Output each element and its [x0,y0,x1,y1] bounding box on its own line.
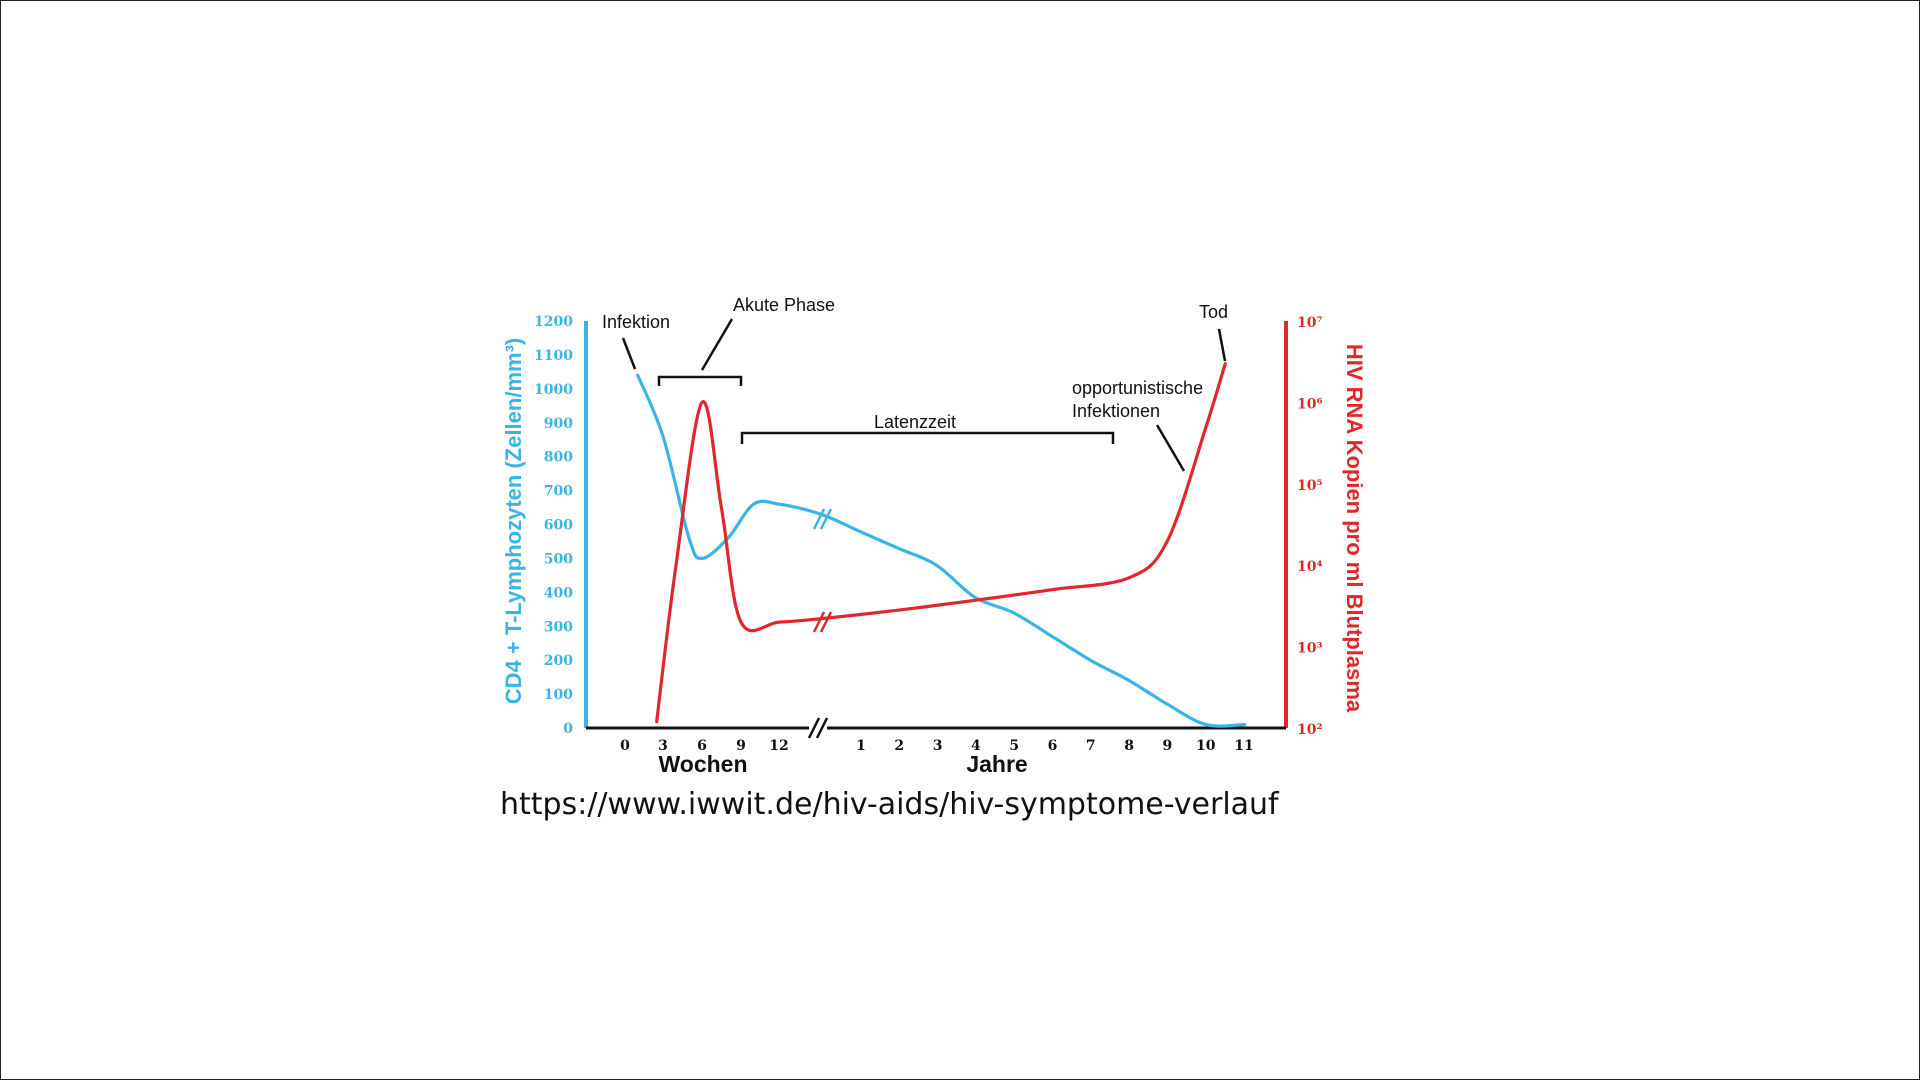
x-axis-break-mark [807,717,829,739]
x-group-label-years: Jahre [966,751,1027,777]
x-tick-label-weeks: 6 [697,738,707,754]
annotation-opportunistische-line2: Infektionen [1072,401,1160,421]
rna-break-mark [812,611,833,633]
annotation-latenzzeit-bracket [740,431,1115,444]
series-layer [636,362,1247,728]
right-tick-label: 10³ [1297,641,1323,657]
annotation-akute-phase: Akute Phase [733,295,835,315]
left-tick-label: 1200 [534,314,573,330]
source-url: https://www.iwwit.de/hiv-aids/hiv-sympto… [500,787,1279,822]
left-tick-label: 900 [544,416,573,432]
annotation-infektion-pointer [621,337,637,370]
left-tick-label: 800 [544,450,573,466]
x-tick-label-years: 3 [933,738,943,754]
annotation-akute-phase-pointer [700,318,734,371]
left-tick-label: 200 [544,653,573,669]
x-tick-label-years: 11 [1234,738,1253,754]
annotation-akute-phase-bracket [657,375,743,386]
annotation-latenzzeit: Latenzzeit [874,412,956,432]
x-tick-label-years: 8 [1124,738,1134,754]
annotation-opportunistische-line1: opportunistische [1072,378,1203,398]
annotation-tod: Tod [1199,302,1228,322]
x-tick-label-years: 6 [1048,738,1058,754]
right-y-axis: 10² 10³ 10⁴ 10⁵ 10⁶ 10⁷ HIV RNA Kopien pro ml … [1284,315,1367,738]
x-group-label-weeks: Wochen [658,751,747,777]
right-tick-label: 10⁶ [1297,396,1323,412]
left-y-axis: 0 100 200 300 400 500 600 700 800 900 1000 1100 1200… [501,314,588,737]
x-tick-label-years: 5 [1009,738,1019,754]
left-tick-label: 500 [544,551,573,567]
annotation-infektion: Infektion [602,312,670,332]
cd4-break-mark [812,508,833,530]
annotation-opportunistische-pointer [1155,424,1186,472]
left-tick-label: 400 [544,585,573,601]
left-tick-label: 700 [544,484,573,500]
x-tick-label-years: 7 [1086,738,1096,754]
right-tick-label: 10⁵ [1297,478,1323,494]
annotations-layer: Infektion Akute Phase Latenzzeit opportunis… [602,295,1228,472]
x-tick-label-weeks: 9 [736,738,746,754]
right-axis-title: HIV RNA Kopien pro ml Blutplasma [1342,344,1367,713]
right-tick-label: 10² [1297,722,1323,738]
x-tick-label-years: 1 [856,738,866,754]
x-tick-label-years: 4 [971,738,981,754]
left-tick-label: 100 [544,687,573,703]
right-tick-label: 10⁴ [1297,559,1323,575]
x-tick-label-years: 2 [894,738,904,754]
left-tick-label: 1100 [534,348,573,364]
right-tick-label: 10⁷ [1297,315,1323,331]
left-tick-label: 0 [563,721,573,737]
left-axis-title: CD4 + T-Lymphozyten (Zellen/mm³) [501,338,526,705]
left-tick-label: 300 [544,619,573,635]
x-tick-label-weeks: 3 [658,738,668,754]
cd4-series-line [636,373,1247,728]
x-tick-label-years: 10 [1196,738,1216,754]
left-tick-label: 600 [544,518,573,534]
left-tick-label: 1000 [534,382,573,398]
x-tick-label-years: 9 [1163,738,1173,754]
x-tick-label-weeks: 12 [769,738,788,754]
x-tick-label-weeks: 0 [620,738,630,754]
annotation-tod-pointer [1217,328,1227,362]
